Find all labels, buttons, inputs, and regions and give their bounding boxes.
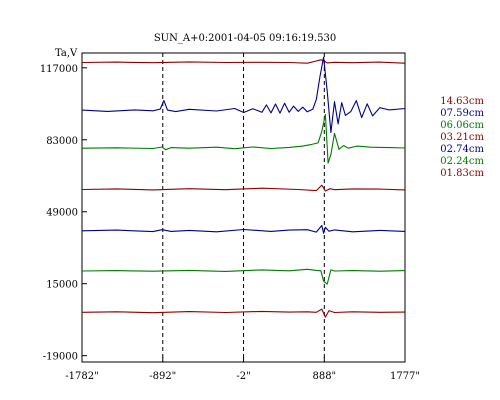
x-tick-label: -2" [236, 371, 250, 382]
legend-entry: 01.83cm [440, 168, 484, 179]
x-tick-label: 1777" [390, 371, 420, 382]
series-line-5 [81, 268, 406, 285]
series-line-6 [81, 308, 406, 318]
y-axis-label: Ta,V [55, 48, 78, 59]
legend-entry: 03.21cm [440, 132, 484, 143]
legend: 14.63cm07.59cm06.06cm03.21cm02.74cm02.24… [440, 96, 484, 179]
y-tick-label: 117000 [40, 64, 78, 75]
series-line-1 [81, 56, 406, 133]
series-line-0 [81, 59, 406, 64]
x-tick-label: -892" [149, 371, 176, 382]
legend-entry: 06.06cm [440, 120, 484, 131]
y-tick-label: 15000 [46, 280, 78, 291]
chart-title: SUN_A+0:2001-04-05 09:16:19.530 [154, 33, 336, 44]
x-tick-label: -1782" [65, 371, 98, 382]
legend-entry: 02.24cm [440, 156, 484, 167]
y-axis-ticks: 117000 83000 49000 15000 -19000 [40, 64, 87, 363]
x-axis-ticks: -1782" -892" -2" 888" 1777" [65, 357, 420, 382]
series-line-4 [81, 224, 406, 234]
legend-entry: 02.74cm [440, 144, 484, 155]
legend-entry: 14.63cm [440, 96, 484, 107]
legend-entry: 07.59cm [440, 108, 484, 119]
y-tick-label: 49000 [46, 208, 78, 219]
series-line-3 [81, 184, 406, 192]
y-tick-label: 83000 [46, 136, 78, 147]
series-lines [81, 56, 406, 318]
y-tick-label: -19000 [43, 352, 78, 363]
x-tick-label: 888" [312, 371, 336, 382]
series-line-2 [81, 113, 406, 164]
